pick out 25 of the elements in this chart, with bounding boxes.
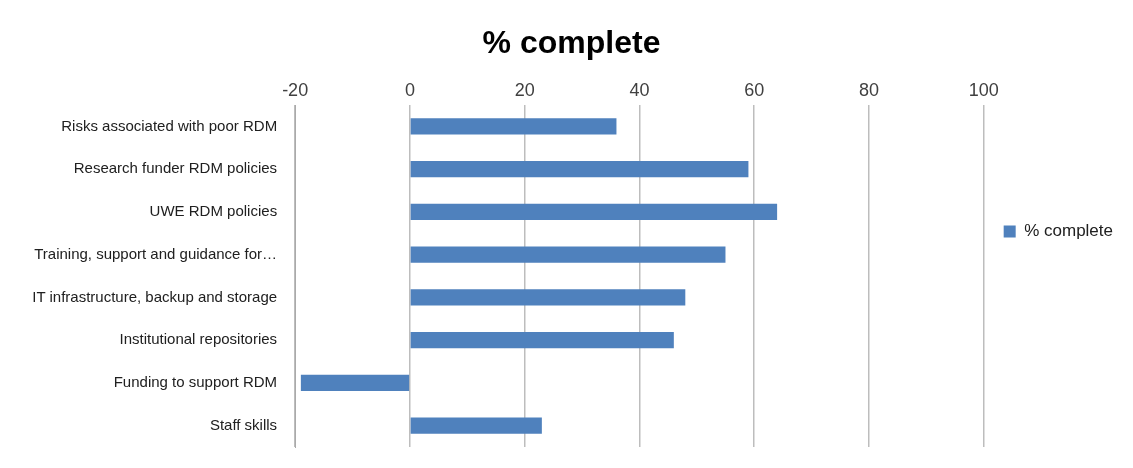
bar xyxy=(410,203,778,221)
bar xyxy=(410,118,617,135)
chart-title: % complete xyxy=(482,24,661,61)
y-tick-label: Funding to support RDM xyxy=(113,373,278,391)
bar xyxy=(410,417,542,434)
bar xyxy=(410,331,674,349)
y-tick-label: IT infrastructure, backup and storage xyxy=(32,287,278,305)
legend-label: % complete xyxy=(1024,221,1114,241)
bar xyxy=(410,246,726,263)
y-tick-label: UWE RDM policies xyxy=(149,202,278,220)
x-tick-label: -20 xyxy=(282,80,309,101)
bar xyxy=(410,160,749,178)
y-tick-label: Training, support and guidance for… xyxy=(34,244,278,262)
x-tick-label: 100 xyxy=(968,80,999,101)
x-tick-label: 40 xyxy=(629,80,650,101)
x-tick-label: 80 xyxy=(858,80,879,101)
y-tick-label: Risks associated with poor RDM xyxy=(61,116,278,134)
x-tick-label: 60 xyxy=(744,80,765,101)
bar xyxy=(410,289,686,306)
bar xyxy=(300,374,410,392)
x-tick-label: 20 xyxy=(514,80,535,101)
x-tick-label: 0 xyxy=(404,80,415,101)
y-tick-label: Research funder RDM policies xyxy=(73,159,278,177)
y-tick-label: Staff skills xyxy=(209,415,278,433)
y-tick-label: Institutional repositories xyxy=(119,330,278,348)
